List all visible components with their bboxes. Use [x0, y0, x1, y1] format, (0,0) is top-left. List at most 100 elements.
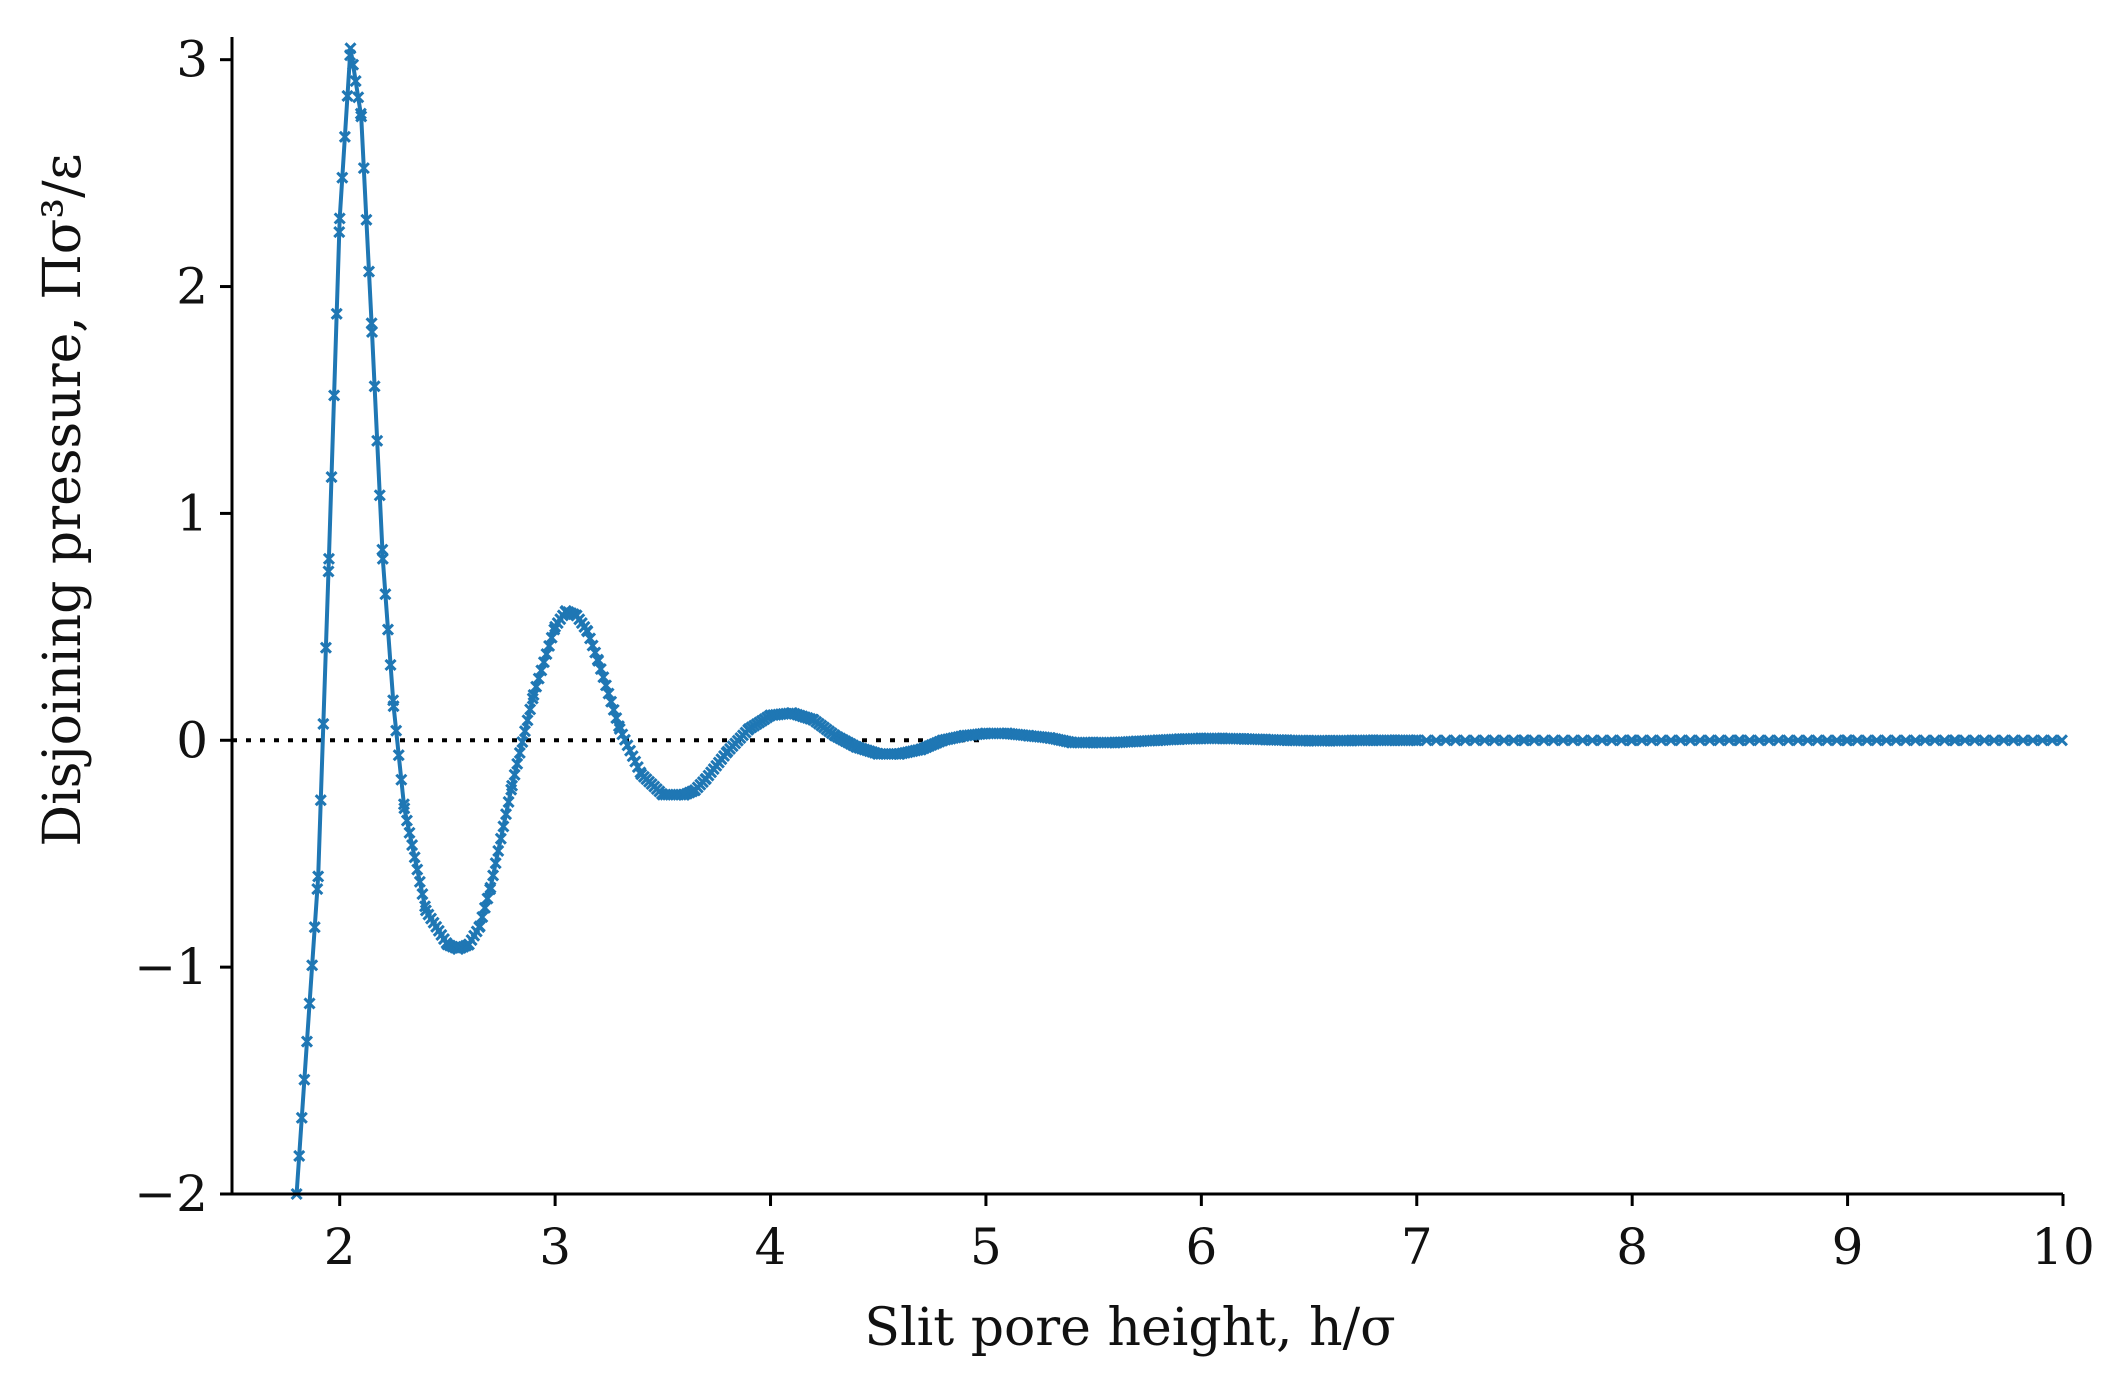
y-tick-label: 1 [176, 484, 208, 542]
x-tick-label: 4 [755, 1218, 787, 1276]
data-point-marker [602, 687, 615, 700]
data-point-marker [1958, 734, 1972, 747]
data-point-marker [371, 434, 384, 447]
data-point-marker [338, 130, 351, 143]
data-point-marker [537, 656, 550, 669]
data-point-marker [1928, 734, 1941, 747]
data-point-marker [1459, 734, 1472, 747]
data-point-marker [376, 552, 389, 565]
data-point-marker [1919, 734, 1932, 747]
x-axis-title: Slit pore height, h/σ [864, 1298, 1395, 1358]
ticks: 2 3 4 5 6 7 8 9 10 −2 −1 0 1 2 3 [134, 31, 2095, 1276]
data-point-marker [314, 794, 327, 807]
data-point-marker [1899, 734, 1912, 747]
data-point-marker [1753, 734, 1766, 747]
data-point-marker [357, 162, 370, 175]
data-point-marker [586, 639, 599, 652]
y-tick-label: 2 [176, 258, 208, 316]
data-point-marker [1723, 734, 1736, 747]
data-point-marker [599, 679, 613, 692]
data-point-marker [521, 714, 534, 727]
data-point-marker [1811, 734, 1824, 747]
data-point-marker [511, 757, 524, 770]
data-point-marker [1547, 734, 1560, 747]
data-point-marker [526, 692, 539, 705]
data-point-marker [476, 910, 489, 924]
data-point-marker [384, 658, 397, 672]
data-point-marker [592, 654, 605, 667]
data-point-marker [1655, 734, 1668, 747]
data-point-marker [1889, 734, 1903, 747]
data-point-marker [610, 711, 623, 725]
data-point-marker [293, 1149, 306, 1162]
data-point-marker [489, 857, 502, 870]
data-point-marker [373, 489, 386, 502]
data-point-marker [1595, 734, 1609, 747]
data-point-marker [2026, 734, 2039, 747]
data-point-marker [1488, 734, 1501, 747]
data-point-marker [540, 648, 553, 661]
data-point-marker [1782, 734, 1795, 747]
data-point-marker [1615, 734, 1628, 747]
data-point-marker [497, 820, 510, 833]
data-point-marker [1674, 734, 1687, 747]
data-point-marker [365, 325, 379, 338]
data-point-marker [311, 883, 324, 896]
data-point-marker [481, 892, 494, 905]
data-point-marker [397, 798, 410, 811]
data-point-marker [1830, 734, 1843, 747]
data-point-marker [303, 997, 316, 1010]
data-point-marker [532, 672, 545, 685]
data-point-marker [403, 826, 416, 839]
data-point-marker [1410, 734, 1423, 747]
data-point-marker [300, 1035, 314, 1048]
data-point-marker [605, 695, 618, 708]
data-point-marker [1978, 734, 1991, 747]
data-point-marker [400, 814, 413, 827]
data-point-marker [502, 795, 515, 809]
data-point-marker [1635, 734, 1648, 747]
data-point-marker [360, 213, 373, 226]
data-point-marker [349, 74, 362, 88]
data-point-marker [607, 703, 620, 716]
data-point-marker [1949, 734, 1962, 747]
data-point-marker [1841, 734, 1854, 747]
data-point-marker [1566, 734, 1580, 747]
data-point-marker [1909, 734, 1922, 747]
x-tick-label: 2 [324, 1218, 356, 1276]
data-point-marker [1430, 734, 1443, 747]
data-point-marker [1586, 734, 1599, 747]
data-point-marker [543, 639, 556, 652]
data-point-marker [336, 171, 349, 184]
data-point-marker [1626, 734, 1639, 747]
data-point-marker [492, 844, 505, 858]
series-markers [290, 42, 2068, 1201]
data-point-marker [597, 671, 610, 684]
data-point-marker [1693, 734, 1707, 747]
data-point-marker [387, 700, 400, 713]
data-point-marker [322, 552, 335, 565]
data-point-marker [298, 1073, 311, 1086]
data-point-marker [328, 389, 341, 402]
data-point-marker [1557, 734, 1570, 747]
data-point-marker [518, 725, 532, 738]
data-point-marker [295, 1111, 308, 1124]
data-point-marker [1988, 734, 2001, 747]
data-point-marker [319, 641, 332, 654]
x-tick-label: 6 [1185, 1218, 1217, 1276]
data-point-marker [1860, 734, 1874, 747]
data-point-marker [524, 703, 537, 716]
data-point-marker [308, 921, 321, 934]
data-point-marker [325, 471, 338, 484]
data-point-marker [1537, 734, 1550, 747]
data-point-marker [317, 717, 330, 731]
data-point-marker [413, 875, 426, 888]
data-point-marker [581, 625, 594, 638]
data-point-marker [398, 802, 411, 815]
data-point-marker [473, 920, 486, 933]
data-point-marker [2055, 734, 2068, 747]
data-point-marker [1703, 734, 1716, 747]
data-point-marker [513, 746, 526, 760]
data-point-marker [322, 565, 335, 578]
